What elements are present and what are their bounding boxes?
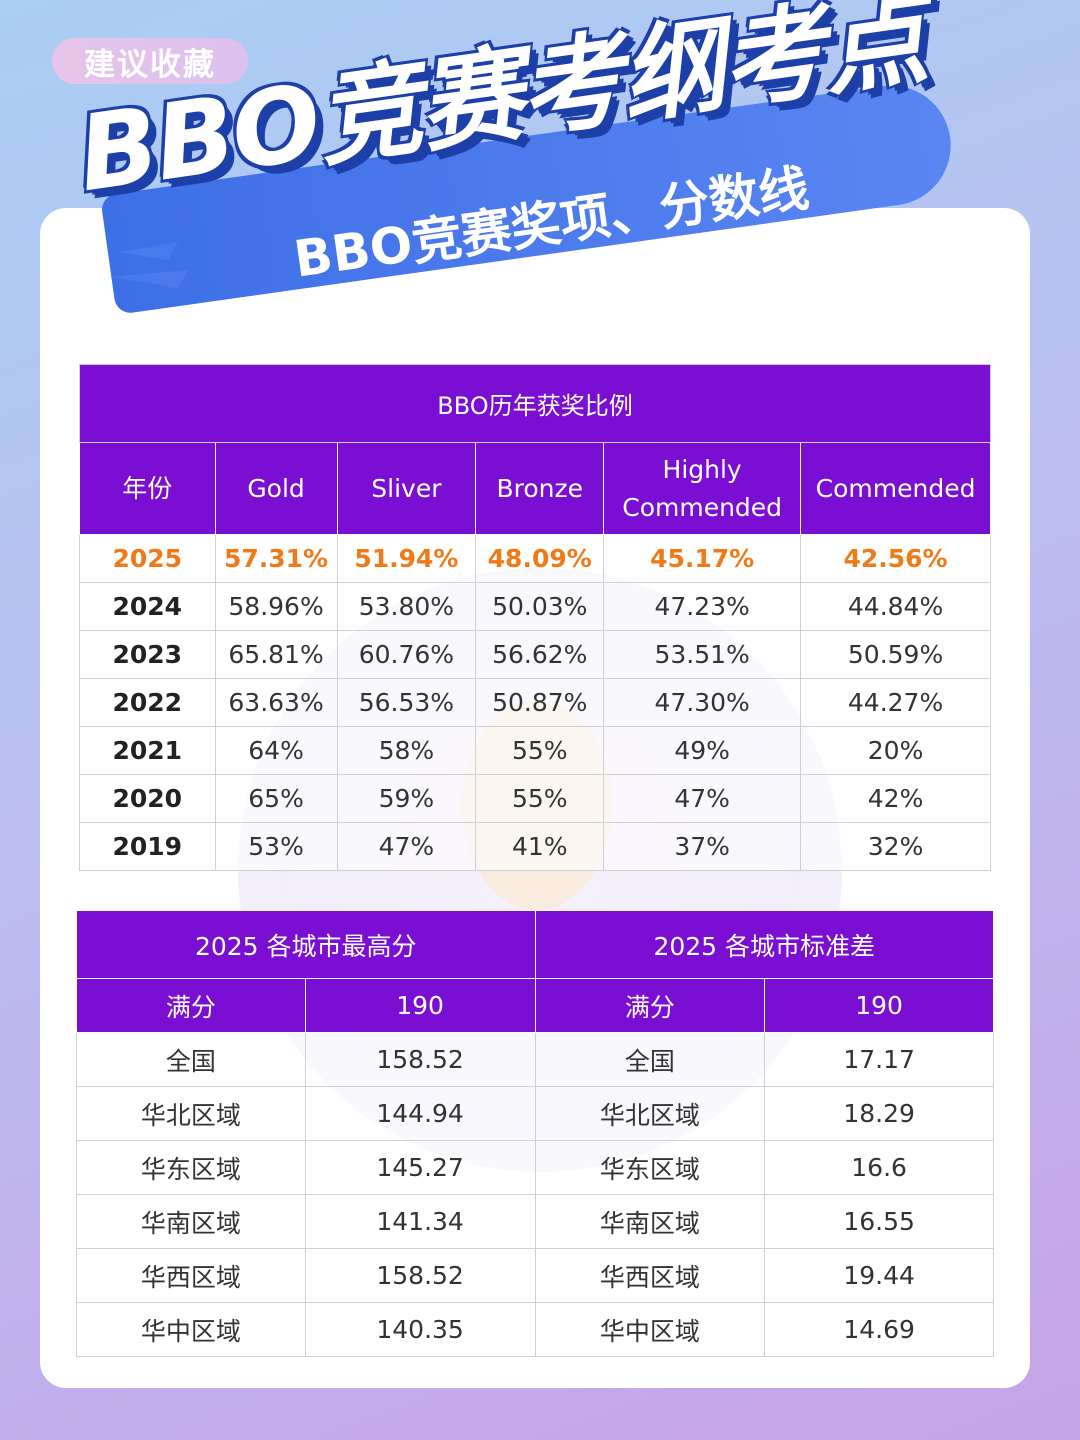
table-row: 华南区域 141.34 华南区域 16.55	[76, 1194, 994, 1249]
ratio-cell: 45.17%	[603, 534, 802, 583]
ratio-cell: 47%	[336, 822, 477, 871]
table-row: 2019 53% 47% 41% 37% 32%	[79, 822, 991, 871]
region-cell: 华北区域	[76, 1086, 306, 1141]
region-cell: 全国	[76, 1032, 306, 1087]
ratio-cell: 55%	[475, 726, 605, 775]
awards-column-header: Highly Commended	[603, 442, 802, 535]
ratio-cell: 56.53%	[336, 678, 477, 727]
ratio-cell: 42.56%	[800, 534, 991, 583]
ratio-cell: 37%	[603, 822, 802, 871]
table-row: 华北区域 144.94 华北区域 18.29	[76, 1086, 994, 1141]
region-cell: 华中区域	[534, 1302, 766, 1357]
score-cell: 16.55	[764, 1194, 994, 1249]
ratio-cell: 53.80%	[336, 582, 477, 631]
table-row: 2024 58.96% 53.80% 50.03% 47.23% 44.84%	[79, 582, 991, 631]
region-cell: 华东区域	[76, 1140, 306, 1195]
region-cell: 华西区域	[534, 1248, 766, 1303]
std-dev-caption: 2025 各城市标准差	[534, 910, 994, 979]
ratio-cell: 56.62%	[475, 630, 605, 679]
ratio-cell: 49%	[603, 726, 802, 775]
ratio-cell: 44.27%	[800, 678, 991, 727]
right-full-score-value: 190	[764, 978, 994, 1033]
score-cell: 19.44	[764, 1248, 994, 1303]
table-row: 2023 65.81% 60.76% 56.62% 53.51% 50.59%	[79, 630, 991, 679]
awards-column-header: 年份	[79, 442, 216, 535]
ribbon-accent-icon	[110, 242, 188, 288]
ratio-cell: 53%	[214, 822, 338, 871]
region-cell: 华北区域	[534, 1086, 766, 1141]
ratio-cell: 20%	[800, 726, 991, 775]
ratio-cell: 59%	[336, 774, 477, 823]
region-cell: 华南区域	[534, 1194, 766, 1249]
awards-column-header: Bronze	[475, 442, 605, 535]
year-cell: 2024	[79, 582, 216, 631]
ratio-cell: 50.03%	[475, 582, 605, 631]
score-cell: 145.27	[304, 1140, 536, 1195]
ratio-cell: 47%	[603, 774, 802, 823]
table-row: 2022 63.63% 56.53% 50.87% 47.30% 44.27%	[79, 678, 991, 727]
region-cell: 华南区域	[76, 1194, 306, 1249]
max-score-caption: 2025 各城市最高分	[76, 910, 536, 979]
table-row: 全国 158.52 全国 17.17	[76, 1032, 994, 1087]
score-cell: 144.94	[304, 1086, 536, 1141]
city-scores-table: 2025 各城市最高分 2025 各城市标准差 满分 190 满分 190 全国…	[76, 910, 994, 1357]
score-cell: 18.29	[764, 1086, 994, 1141]
ratio-cell: 44.84%	[800, 582, 991, 631]
ratio-cell: 41%	[475, 822, 605, 871]
ratio-cell: 58.96%	[214, 582, 338, 631]
table-row: 2020 65% 59% 55% 47% 42%	[79, 774, 991, 823]
score-cell: 141.34	[304, 1194, 536, 1249]
awards-column-header: Sliver	[336, 442, 477, 535]
region-cell: 全国	[534, 1032, 766, 1087]
year-cell: 2020	[79, 774, 216, 823]
ratio-cell: 48.09%	[475, 534, 605, 583]
table-row: 华东区域 145.27 华东区域 16.6	[76, 1140, 994, 1195]
region-cell: 华东区域	[534, 1140, 766, 1195]
awards-ratio-table: BBO历年获奖比例 年份 Gold Sliver Bronze Highly Comme…	[79, 364, 991, 871]
ratio-cell: 32%	[800, 822, 991, 871]
year-cell: 2023	[79, 630, 216, 679]
score-cell: 17.17	[764, 1032, 994, 1087]
bookmark-tag: 建议收藏	[52, 38, 248, 84]
ratio-cell: 64%	[214, 726, 338, 775]
ratio-cell: 47.30%	[603, 678, 802, 727]
ratio-cell: 55%	[475, 774, 605, 823]
score-cell: 16.6	[764, 1140, 994, 1195]
year-cell: 2025	[79, 534, 216, 583]
region-cell: 华中区域	[76, 1302, 306, 1357]
ratio-cell: 42%	[800, 774, 991, 823]
awards-column-header: Commended	[800, 442, 991, 535]
year-cell: 2022	[79, 678, 216, 727]
ratio-cell: 57.31%	[214, 534, 338, 583]
year-cell: 2019	[79, 822, 216, 871]
ratio-cell: 47.23%	[603, 582, 802, 631]
ratio-cell: 60.76%	[336, 630, 477, 679]
table-row: 华西区域 158.52 华西区域 19.44	[76, 1248, 994, 1303]
table-row: 2021 64% 58% 55% 49% 20%	[79, 726, 991, 775]
awards-table-caption: BBO历年获奖比例	[79, 364, 991, 443]
ratio-cell: 50.87%	[475, 678, 605, 727]
ratio-cell: 65.81%	[214, 630, 338, 679]
table-row: 华中区域 140.35 华中区域 14.69	[76, 1302, 994, 1357]
awards-column-header: Gold	[214, 442, 338, 535]
right-full-score-label: 满分	[534, 978, 766, 1033]
score-cell: 14.69	[764, 1302, 994, 1357]
left-full-score-label: 满分	[76, 978, 306, 1033]
year-cell: 2021	[79, 726, 216, 775]
score-cell: 158.52	[304, 1248, 536, 1303]
ratio-cell: 51.94%	[336, 534, 477, 583]
ratio-cell: 53.51%	[603, 630, 802, 679]
score-cell: 140.35	[304, 1302, 536, 1357]
ratio-cell: 50.59%	[800, 630, 991, 679]
ratio-cell: 63.63%	[214, 678, 338, 727]
region-cell: 华西区域	[76, 1248, 306, 1303]
ratio-cell: 58%	[336, 726, 477, 775]
left-full-score-value: 190	[304, 978, 536, 1033]
score-cell: 158.52	[304, 1032, 536, 1087]
table-row: 2025 57.31% 51.94% 48.09% 45.17% 42.56%	[79, 534, 991, 583]
ratio-cell: 65%	[214, 774, 338, 823]
